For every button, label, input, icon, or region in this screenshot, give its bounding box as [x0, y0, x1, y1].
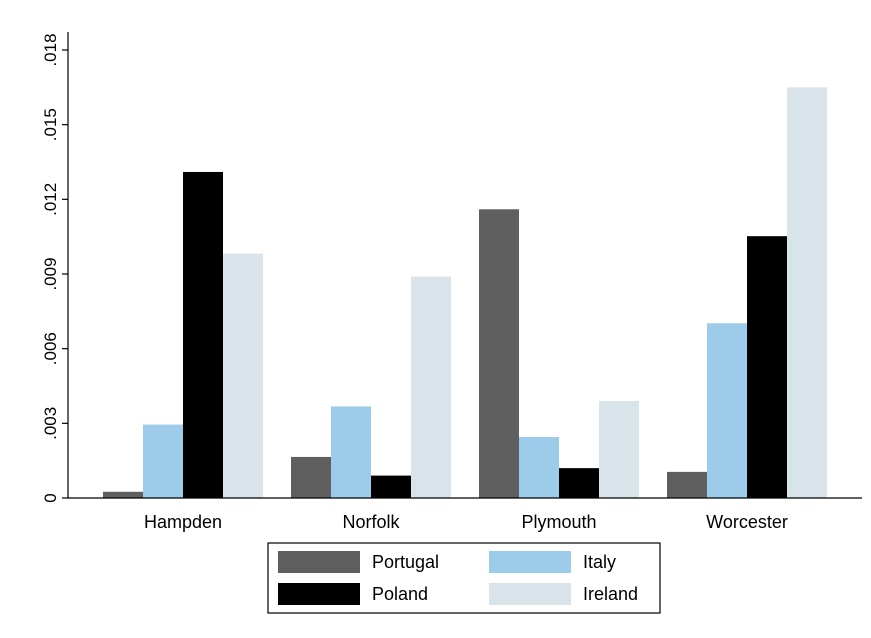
bar-worcester-poland [747, 236, 787, 498]
x-tick-label: Norfolk [342, 512, 400, 532]
bar-plymouth-poland [559, 468, 599, 498]
legend-swatch-portugal [278, 551, 360, 573]
y-tick-label: .012 [41, 183, 60, 216]
x-tick-label: Hampden [144, 512, 222, 532]
x-tick-label: Plymouth [521, 512, 596, 532]
legend-label-ireland: Ireland [583, 584, 638, 604]
legend-label-poland: Poland [372, 584, 428, 604]
bar-plymouth-italy [519, 437, 559, 498]
x-axis: Hampden Norfolk Plymouth Worcester [68, 497, 862, 532]
bar-worcester-ireland [787, 87, 827, 498]
y-tick-label: .015 [41, 108, 60, 141]
y-tick-label: .003 [41, 407, 60, 440]
bar-worcester-italy [707, 323, 747, 498]
x-tick-label: Worcester [706, 512, 788, 532]
legend-label-portugal: Portugal [372, 552, 439, 572]
bar-hampden-poland [183, 171, 223, 498]
bar-norfolk-poland [371, 475, 411, 498]
legend-label-italy: Italy [583, 552, 616, 572]
bar-worcester-portugal [667, 471, 707, 498]
bar-norfolk-portugal [291, 456, 331, 498]
bar-plymouth-portugal [479, 209, 519, 499]
legend: Portugal Italy Poland Ireland [267, 542, 661, 614]
bar-norfolk-italy [331, 406, 371, 498]
legend-swatch-poland [278, 583, 360, 605]
legend-swatch-ireland [489, 583, 571, 605]
bar-plymouth-ireland [599, 400, 639, 498]
bar-norfolk-ireland [411, 276, 451, 498]
bar-hampden-ireland [223, 253, 263, 498]
bars [103, 87, 827, 499]
y-axis: 0 .003 .006 .009 .012 .015 .018 [41, 32, 69, 503]
bar-hampden-italy [143, 424, 183, 498]
bar-hampden-portugal [103, 491, 143, 498]
y-tick-label: .006 [41, 332, 60, 365]
legend-swatch-italy [489, 551, 571, 573]
y-tick-label: .018 [41, 33, 60, 66]
y-tick-label: .009 [41, 257, 60, 290]
y-tick-label: 0 [41, 493, 60, 502]
